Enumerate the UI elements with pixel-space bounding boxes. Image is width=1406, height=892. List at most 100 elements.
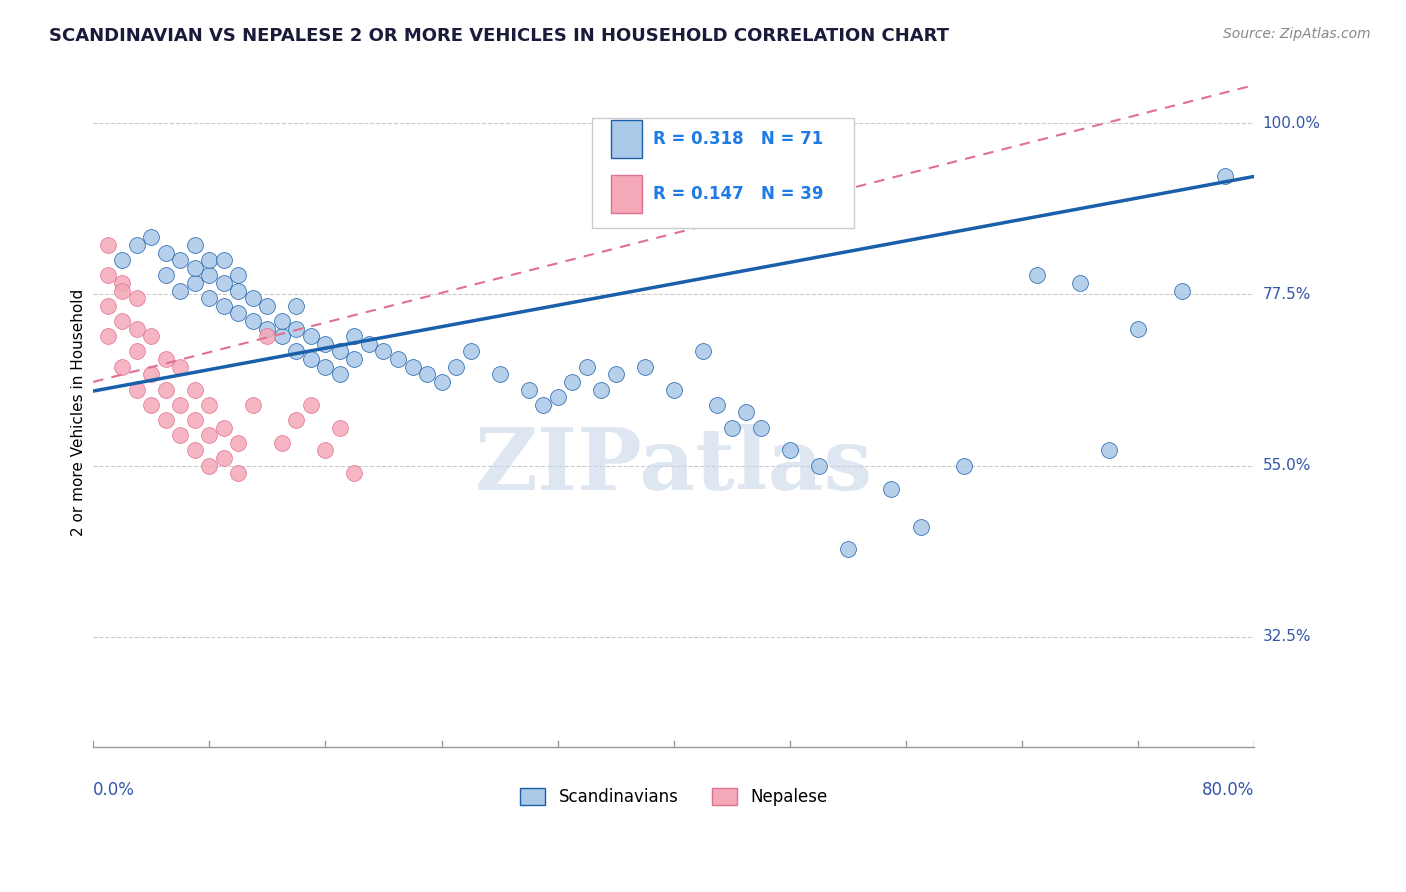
Point [97, 329, 120, 343]
Point [228, 284, 250, 298]
Point [169, 253, 191, 268]
Text: 77.5%: 77.5% [1263, 287, 1310, 301]
Point [357, 337, 380, 351]
Point [155, 268, 177, 283]
Point [591, 383, 613, 397]
Point [547, 390, 569, 404]
Point [416, 368, 439, 382]
Point [662, 383, 685, 397]
Point [692, 344, 714, 359]
Point [605, 368, 627, 382]
Point [212, 420, 235, 434]
Point [125, 238, 148, 252]
Point [228, 268, 250, 283]
Point [314, 443, 336, 458]
Point [242, 314, 264, 328]
Point [141, 230, 163, 244]
Point [779, 443, 801, 458]
Point [270, 329, 292, 343]
Point [270, 435, 292, 450]
Point [575, 359, 598, 374]
Text: 55.0%: 55.0% [1263, 458, 1310, 473]
Point [270, 314, 292, 328]
Point [329, 368, 352, 382]
Point [953, 458, 976, 473]
Point [314, 337, 336, 351]
Point [706, 398, 728, 412]
Point [285, 321, 308, 335]
Point [228, 467, 250, 481]
Point [807, 458, 830, 473]
Point [184, 413, 207, 427]
Point [111, 253, 134, 268]
Point [111, 314, 134, 328]
Text: 100.0%: 100.0% [1263, 116, 1320, 130]
Point [141, 368, 163, 382]
Point [198, 291, 221, 305]
Point [343, 467, 366, 481]
Text: R = 0.318   N = 71: R = 0.318 N = 71 [652, 130, 823, 148]
Point [169, 359, 191, 374]
Point [1069, 276, 1091, 290]
Point [198, 253, 221, 268]
Point [1215, 169, 1237, 184]
Point [561, 375, 583, 389]
Point [198, 428, 221, 442]
Point [228, 435, 250, 450]
Point [155, 352, 177, 367]
Point [184, 276, 207, 290]
Point [111, 284, 134, 298]
Text: ZIPatlas: ZIPatlas [475, 424, 873, 508]
Point [1128, 321, 1150, 335]
Point [343, 329, 366, 343]
FancyBboxPatch shape [612, 120, 643, 159]
Point [155, 383, 177, 397]
Point [880, 482, 903, 496]
Point [198, 458, 221, 473]
Point [242, 398, 264, 412]
Point [228, 306, 250, 320]
Point [314, 359, 336, 374]
Point [735, 405, 758, 419]
Point [169, 428, 191, 442]
Point [184, 260, 207, 275]
Point [242, 291, 264, 305]
Point [285, 344, 308, 359]
Point [256, 299, 278, 313]
Point [141, 398, 163, 412]
Point [212, 253, 235, 268]
Point [212, 299, 235, 313]
Point [198, 398, 221, 412]
Point [373, 344, 395, 359]
Point [329, 420, 352, 434]
Text: Source: ZipAtlas.com: Source: ZipAtlas.com [1223, 27, 1371, 41]
Point [343, 352, 366, 367]
Point [401, 359, 423, 374]
Point [329, 344, 352, 359]
Point [531, 398, 554, 412]
Point [155, 245, 177, 260]
Point [444, 359, 467, 374]
Point [430, 375, 453, 389]
Point [299, 398, 322, 412]
Point [256, 329, 278, 343]
Point [1171, 284, 1194, 298]
Point [212, 451, 235, 466]
Point [285, 413, 308, 427]
Point [212, 276, 235, 290]
Text: R = 0.147   N = 39: R = 0.147 N = 39 [652, 186, 824, 203]
Point [387, 352, 409, 367]
Point [837, 542, 859, 557]
Point [910, 519, 932, 533]
Point [285, 299, 308, 313]
Point [299, 329, 322, 343]
Point [141, 329, 163, 343]
Point [488, 368, 510, 382]
Point [184, 383, 207, 397]
Point [721, 420, 744, 434]
Point [299, 352, 322, 367]
Text: SCANDINAVIAN VS NEPALESE 2 OR MORE VEHICLES IN HOUSEHOLD CORRELATION CHART: SCANDINAVIAN VS NEPALESE 2 OR MORE VEHIC… [49, 27, 949, 45]
Point [111, 276, 134, 290]
Point [97, 238, 120, 252]
Point [1098, 443, 1121, 458]
